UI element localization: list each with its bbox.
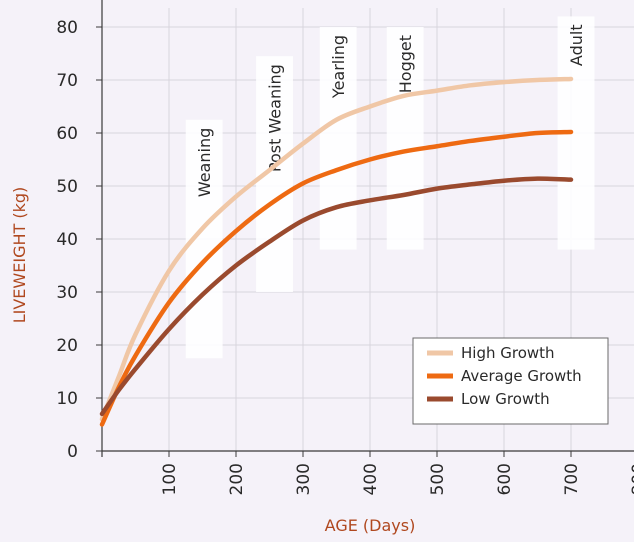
phase-bands: Weaning Post Weaning Yearling Hogget Adult — [185, 16, 595, 359]
phase-band: Yearling — [319, 27, 357, 250]
x-tick-label: 200 — [227, 463, 247, 495]
series-line-low-growth — [99, 176, 574, 417]
x-tick-label: 400 — [361, 463, 381, 495]
y-tick-label: 10 — [56, 389, 78, 409]
x-axis-title: AGE (Days) — [325, 516, 416, 535]
phase-label: Yearling — [329, 35, 348, 99]
series-lines — [99, 76, 574, 427]
phase-label: Hogget — [396, 35, 415, 93]
x-tick-label: 800 — [629, 463, 634, 495]
x-tick-label: 100 — [160, 463, 180, 495]
phase-band: Adult — [557, 16, 595, 250]
series-line-average-growth — [99, 129, 574, 427]
y-tick-label: 50 — [56, 177, 78, 197]
x-tick-label: 300 — [294, 463, 314, 495]
phase-label: Weaning — [195, 128, 214, 197]
y-tick-label: 0 — [67, 442, 78, 462]
y-tick-label: 60 — [56, 124, 78, 144]
legend-label: High Growth — [461, 344, 555, 362]
axes: 0 10 20 30 40 50 60 70 80 100 200 300 400 500 600 700 80… — [56, 0, 634, 495]
y-axis-title: LIVEWEIGHT (kg) — [10, 187, 29, 324]
legend: High Growth Average Growth Low Growth — [412, 337, 609, 425]
y-tick-label: 40 — [56, 230, 78, 250]
phase-label: Adult — [567, 24, 586, 66]
y-tick-label: 30 — [56, 283, 78, 303]
y-tick-label: 20 — [56, 336, 78, 356]
phase-label: Post Weaning — [266, 64, 285, 172]
series-line-high-growth — [99, 76, 574, 422]
y-tick-label: 80 — [56, 18, 78, 38]
phase-band: Hogget — [386, 27, 424, 250]
legend-label: Average Growth — [461, 367, 582, 385]
x-tick-label: 700 — [562, 463, 582, 495]
y-tick-label: 70 — [56, 71, 78, 91]
legend-label: Low Growth — [461, 390, 550, 408]
x-tick-label: 500 — [428, 463, 448, 495]
phase-band-rect — [386, 27, 424, 250]
x-tick-label: 600 — [495, 463, 515, 495]
